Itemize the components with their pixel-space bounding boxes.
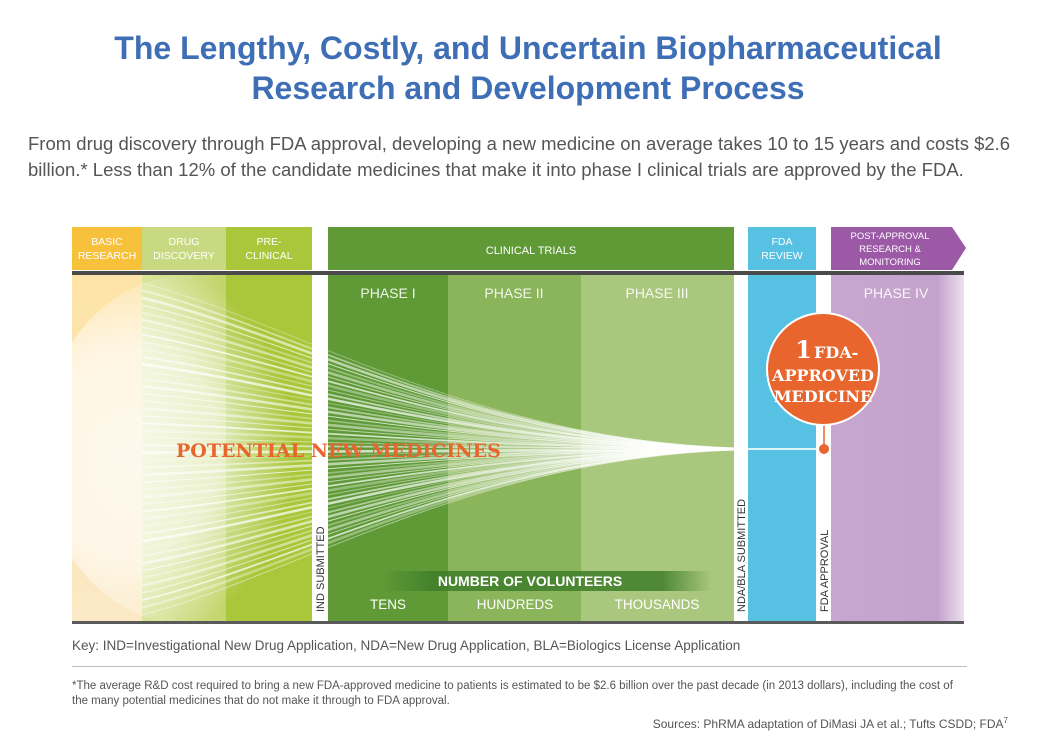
header-post-approval <box>831 227 966 270</box>
header-pre-clinical <box>226 227 312 270</box>
approved-line-3: MEDICINE <box>774 387 872 406</box>
phase-2-label: PHASE II <box>484 285 543 301</box>
volunteers-thousands: THOUSANDS <box>615 597 700 612</box>
header-discovery-label-2: DISCOVERY <box>153 250 215 262</box>
sources: Sources: PhRMA adaptation of DiMasi JA e… <box>653 716 1008 731</box>
header-post-label-2: RESEARCH & <box>859 244 921 255</box>
footnote: *The average R&D cost required to bring … <box>72 680 953 707</box>
header-basic-research <box>72 227 142 270</box>
volunteers-tens: TENS <box>370 597 406 612</box>
ind-submitted-label: IND SUBMITTED <box>315 526 327 612</box>
phase-4-label: PHASE IV <box>864 285 929 301</box>
phase-1-label: PHASE I <box>360 285 415 301</box>
header-divider-line <box>72 271 964 275</box>
header-discovery-label-1: DRUG <box>169 236 200 248</box>
sources-superscript: 7 <box>1003 716 1008 725</box>
volunteers-bar <box>382 571 712 591</box>
title-line-1: The Lengthy, Costly, and Uncertain Bioph… <box>114 30 942 66</box>
approved-count: 1 <box>795 335 812 364</box>
volunteers-label: NUMBER OF VOLUNTEERS <box>438 573 622 589</box>
header-clinical-trials <box>328 227 734 270</box>
header-fda-review <box>748 227 816 270</box>
approval-dot <box>819 444 829 454</box>
volunteers-hundreds: HUNDREDS <box>477 597 554 612</box>
approved-medicine-badge <box>766 312 880 426</box>
approved-line-2: APPROVED <box>771 366 874 385</box>
potential-medicines-label: POTENTIAL NEW MEDICINES <box>176 440 501 462</box>
title-line-2: Research and Development Process <box>251 70 805 106</box>
header-preclinical-label-2: CLINICAL <box>245 250 292 262</box>
sources-text: Sources: PhRMA adaptation of DiMasi JA e… <box>652 717 1004 731</box>
header-post-label-3: MONITORING <box>859 257 921 268</box>
key-legend: Key: IND=Investigational New Drug Applic… <box>72 638 741 653</box>
column-phase-1 <box>328 275 448 621</box>
phase-3-label: PHASE III <box>625 285 688 301</box>
nda-bla-submitted-label: NDA/BLA SUBMITTED <box>736 499 748 612</box>
diagram-bottom-border <box>72 621 964 624</box>
header-drug-discovery <box>142 227 226 270</box>
page-title: The Lengthy, Costly, and Uncertain Bioph… <box>0 28 1056 108</box>
header-post-label-1: POST-APPROVAL <box>850 231 929 242</box>
funnel-glow <box>40 275 340 625</box>
header-fda-review-label-1: FDA <box>772 236 793 248</box>
header-fda-review-label-2: REVIEW <box>761 250 803 262</box>
intro-text: From drug discovery through FDA approval… <box>28 133 1011 180</box>
header-clinical-label: CLINICAL TRIALS <box>486 245 576 257</box>
divider <box>72 666 967 667</box>
fda-approval-label: FDA APPROVAL <box>819 530 831 612</box>
header-basic-label-2: RESEARCH <box>78 250 136 262</box>
header-preclinical-label-1: PRE- <box>256 236 282 248</box>
approved-line-1: FDA- <box>814 343 858 362</box>
header-basic-label-1: BASIC <box>91 236 123 248</box>
